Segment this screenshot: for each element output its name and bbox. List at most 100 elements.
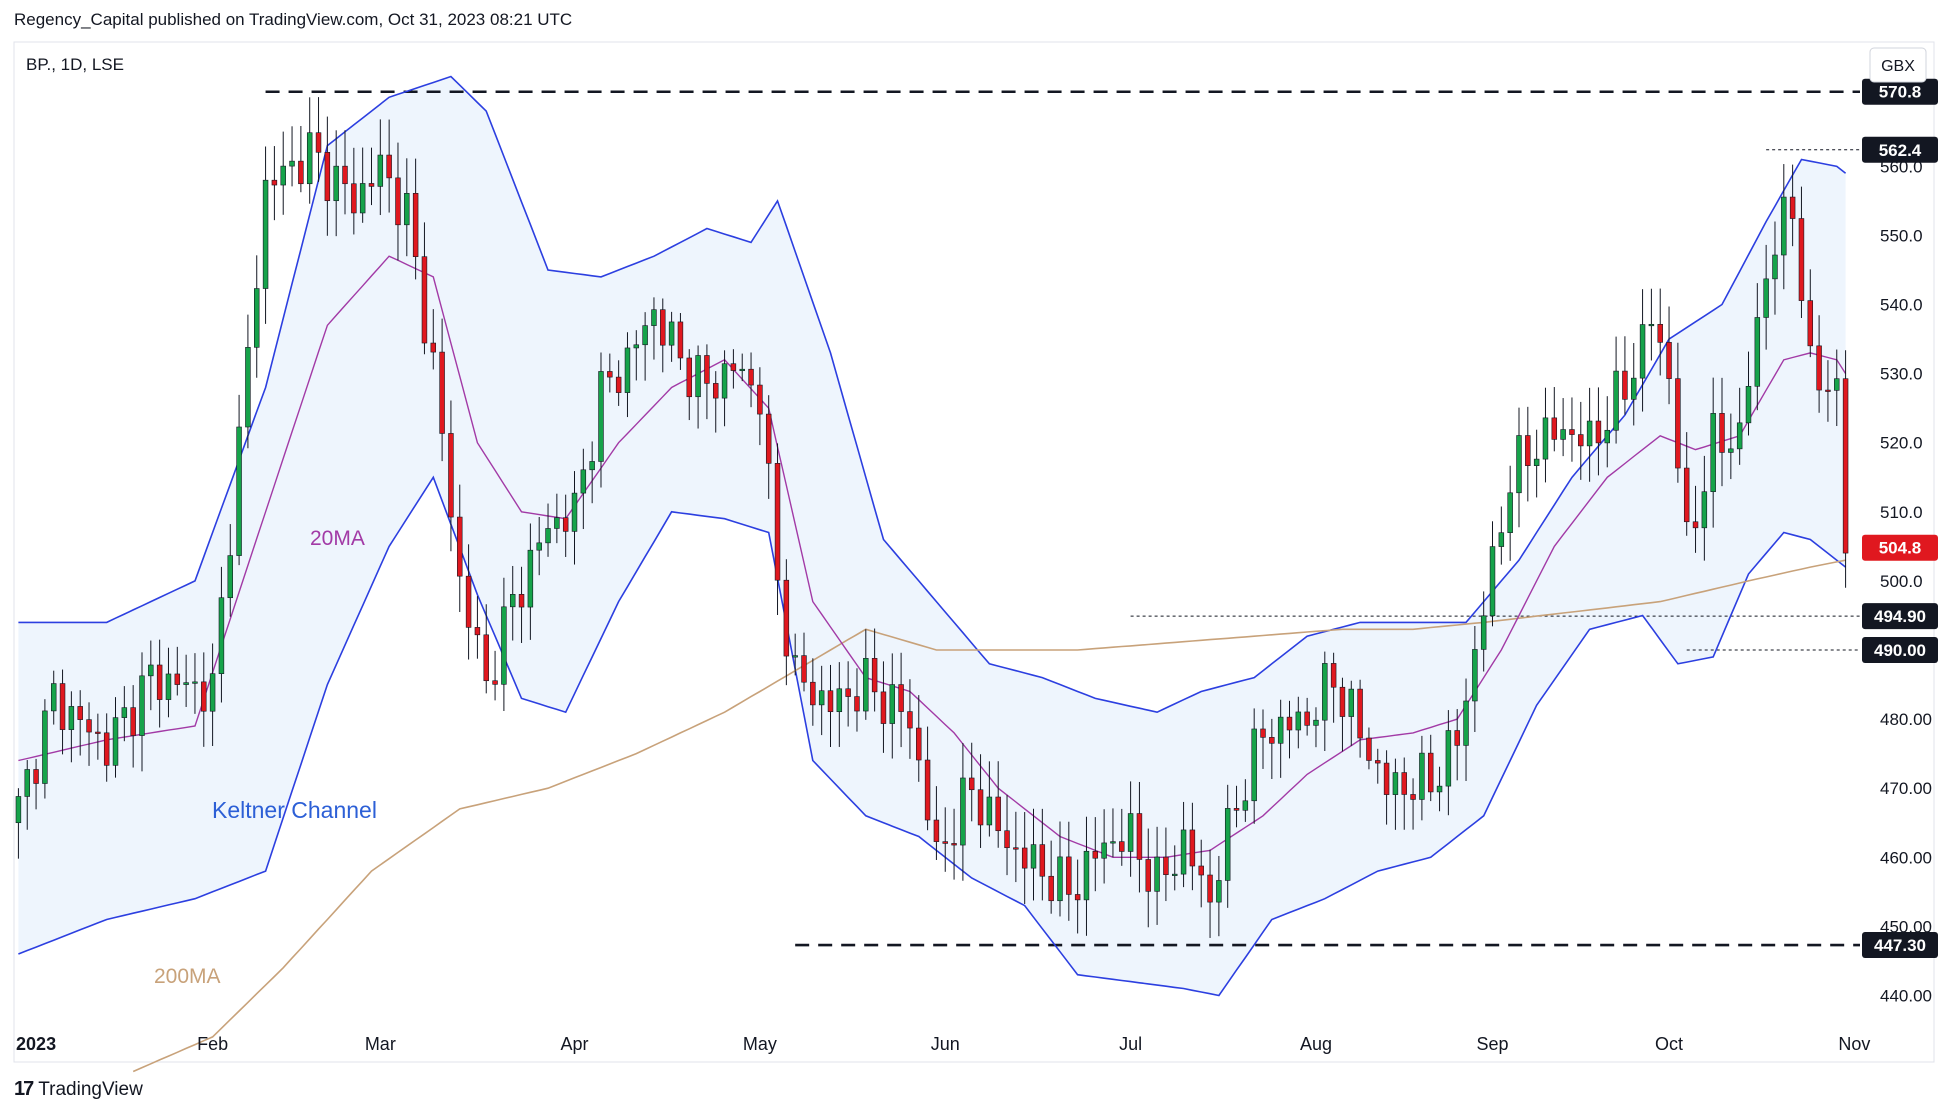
candle-body <box>1401 772 1407 795</box>
candle-body <box>1586 420 1593 447</box>
candle-body <box>1427 752 1434 793</box>
candle-body <box>765 413 772 464</box>
candle-body <box>527 549 534 608</box>
y-tick-label: 540.0 <box>1880 296 1923 315</box>
price-label-text: 447.30 <box>1874 936 1926 955</box>
candle-body <box>1083 850 1090 901</box>
candle-body <box>1472 649 1478 702</box>
candle-body <box>1313 719 1319 726</box>
candle-body <box>130 707 136 736</box>
candle-body <box>1507 492 1513 533</box>
candle-body <box>1675 378 1681 469</box>
candle-body <box>465 575 472 628</box>
keltner-lower-band <box>18 475 1847 997</box>
candle-body <box>1260 728 1266 738</box>
candles <box>15 97 1849 938</box>
candle-body <box>854 696 860 712</box>
candle-body <box>721 363 728 399</box>
candle-body <box>1489 546 1496 617</box>
candle-body <box>607 371 613 378</box>
keltner-channel-fill <box>18 76 1846 996</box>
candle-body <box>518 594 525 608</box>
candle-body <box>192 681 198 684</box>
candle-body <box>139 675 145 736</box>
candle-body <box>439 351 445 434</box>
candle-body <box>951 843 957 846</box>
candle-body <box>713 383 719 399</box>
candle-body <box>1251 728 1257 802</box>
candle-body <box>1057 856 1063 902</box>
x-tick-label: Feb <box>197 1034 228 1054</box>
price-label-text: 504.8 <box>1879 539 1922 558</box>
candle-body <box>1127 813 1134 852</box>
candle-body <box>1710 413 1716 493</box>
candle-body <box>1224 808 1231 881</box>
candle-body <box>1604 429 1610 444</box>
candle-body <box>395 177 401 226</box>
candle-body <box>1622 370 1628 400</box>
x-tick-label: Nov <box>1838 1034 1870 1054</box>
candle-body <box>1692 521 1699 529</box>
candle-body <box>483 634 489 682</box>
candle-body <box>509 594 516 608</box>
candle-body <box>1560 429 1566 440</box>
y-tick-label: 440.00 <box>1880 986 1932 1005</box>
candle-body <box>1569 429 1575 435</box>
candle-body <box>615 376 622 393</box>
candle-body <box>995 796 1001 832</box>
price-label-text: 570.8 <box>1879 83 1922 102</box>
currency-box[interactable] <box>1869 47 1927 83</box>
annotation-ma20: 20MA <box>310 527 365 550</box>
candle-body <box>86 719 92 733</box>
candle-body <box>739 368 745 372</box>
symbol-title: BP., 1D, LSE <box>26 55 124 74</box>
candle-body <box>1648 323 1655 327</box>
candle-body <box>1295 711 1302 731</box>
candle-body <box>1092 850 1099 859</box>
candle-body <box>589 461 595 471</box>
price-label-text: 490.00 <box>1874 641 1926 660</box>
candle-body <box>1163 856 1169 875</box>
candle-body <box>836 688 843 713</box>
candle-body <box>1639 324 1646 379</box>
tradingview-mark-icon: 17 <box>14 1078 34 1100</box>
candle-body <box>24 769 30 797</box>
tradingview-logo[interactable]: 17 TradingView <box>14 1078 143 1101</box>
candle-body <box>501 606 507 685</box>
candle-body <box>201 681 207 712</box>
candle-body <box>209 673 216 712</box>
candle-body <box>1039 844 1046 877</box>
candle-body <box>1631 377 1637 400</box>
candle-body <box>1375 760 1381 764</box>
y-axis: 440.00450.00460.00470.00480.00490.00500.… <box>1880 157 1932 1005</box>
candle-body <box>1719 413 1725 453</box>
candle-body <box>421 256 428 344</box>
candle-body <box>77 706 83 720</box>
candle-body <box>1454 730 1460 746</box>
annotation-ma200: 200MA <box>154 965 221 988</box>
candle-body <box>457 516 463 577</box>
price-label-box <box>1862 637 1938 663</box>
candle-body <box>1763 278 1769 318</box>
y-tick-label: 520.0 <box>1880 434 1923 453</box>
candle-body <box>1736 422 1743 450</box>
candle-body <box>1207 874 1213 903</box>
candle-body <box>1269 737 1275 744</box>
x-tick-label: Oct <box>1655 1034 1683 1054</box>
candle-body <box>783 579 790 657</box>
candle-body <box>368 183 375 187</box>
x-tick-label: Aug <box>1300 1034 1332 1054</box>
candle-body <box>1463 700 1469 746</box>
candle-body <box>818 690 825 706</box>
candle-body <box>933 819 940 842</box>
publisher-credit: Regency_Capital published on TradingView… <box>14 10 573 29</box>
currency-label: GBX <box>1881 58 1915 75</box>
price-label-box <box>1862 932 1938 959</box>
price-label-box <box>1862 534 1938 561</box>
candle-body <box>1542 417 1549 460</box>
candle-body <box>183 682 189 685</box>
candle-body <box>1172 873 1178 876</box>
candle-body <box>1330 663 1337 688</box>
candle-body <box>1789 196 1796 219</box>
candle-body <box>1410 794 1416 800</box>
